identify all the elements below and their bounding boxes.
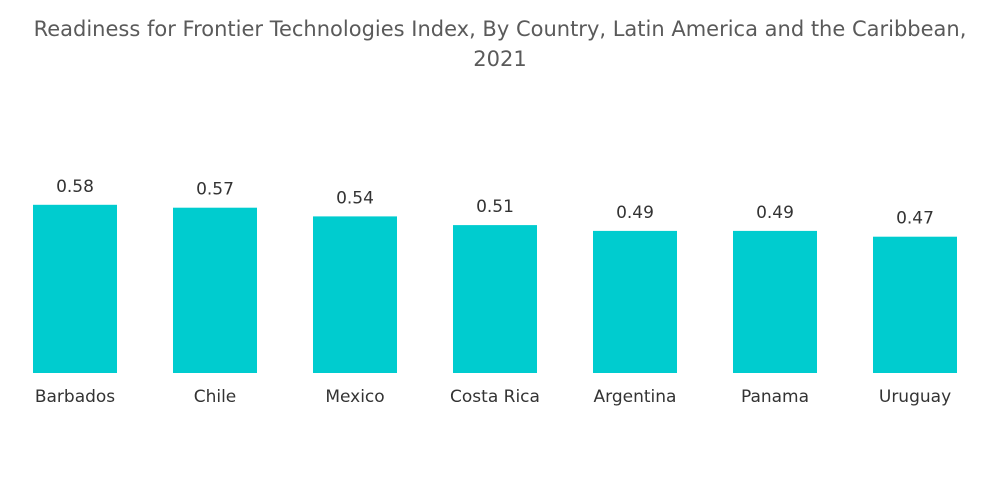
bar [733,230,817,373]
x-tick-label: Costa Rica [450,387,540,407]
bar [33,204,117,373]
bar [453,225,537,373]
value-label: 0.47 [896,209,934,229]
x-tick-label: Chile [194,387,237,407]
bar [173,207,257,373]
bar [313,216,397,373]
x-tick-label: Barbados [35,387,115,407]
value-label: 0.51 [476,197,514,217]
bar [593,230,677,373]
x-tick-label: Uruguay [879,387,951,407]
x-tick-label: Mexico [325,387,384,407]
value-label: 0.54 [336,188,374,208]
value-label: 0.58 [56,177,94,197]
value-label: 0.57 [196,180,234,200]
bar [873,236,957,373]
chart-title: Readiness for Frontier Technologies Inde… [33,17,967,71]
x-tick-label: Argentina [594,387,677,407]
value-label: 0.49 [756,203,794,223]
value-label: 0.49 [616,203,654,223]
x-tick-label: Panama [741,387,809,407]
